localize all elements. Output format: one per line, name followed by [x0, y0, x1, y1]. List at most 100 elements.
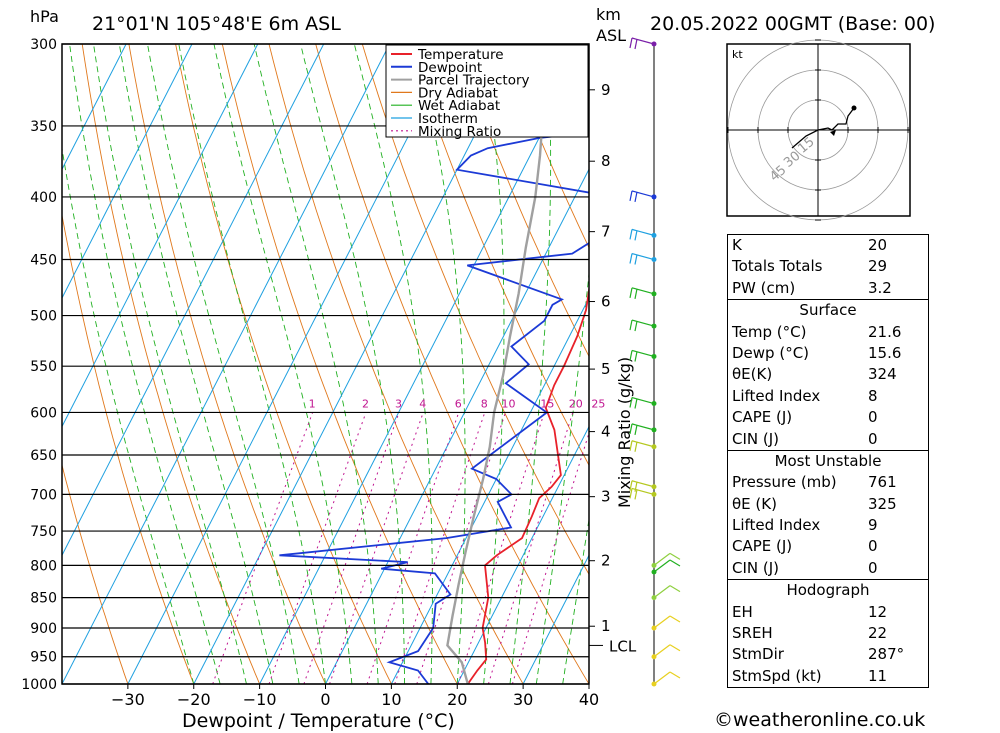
wind-barb	[653, 671, 681, 685]
hodograph-value: 22	[868, 624, 888, 643]
asl-unit-label: ASL	[596, 26, 626, 45]
lcl-label: LCL	[609, 637, 637, 655]
mixing-ratio-line	[268, 412, 367, 684]
isotherm-line	[127, 44, 456, 684]
hodograph-unit-label: kt	[732, 48, 743, 61]
isotherm-line	[62, 44, 325, 557]
index-label: Totals Totals	[732, 257, 823, 276]
legend-entry: Dry Adiabat	[418, 85, 498, 101]
wet-adiabat-line	[535, 268, 589, 684]
sounding-series	[279, 44, 589, 684]
wind-barb	[629, 480, 655, 492]
surface-label: Dewp (°C)	[732, 343, 810, 362]
km-tick-label: 7	[601, 223, 611, 241]
wet-adiabat-line	[62, 145, 195, 684]
surface-value: 15.6	[868, 343, 902, 362]
wind-profile	[629, 37, 681, 687]
most-unstable-label: CAPE (J)	[732, 537, 793, 556]
mixing-ratio-line	[212, 412, 314, 684]
temperature-line	[467, 284, 589, 684]
hodograph-label: EH	[732, 602, 753, 621]
index-value: 3.2	[868, 278, 892, 297]
dry-adiabat-line	[923, 44, 1000, 684]
wind-barb	[629, 37, 655, 50]
plot-frame	[61, 43, 590, 685]
isotherm-line	[456, 425, 589, 684]
most-unstable-row: CIN (J) 0	[728, 558, 928, 579]
mixing-ratio-label: 3	[395, 398, 402, 411]
legend-entry: Mixing Ratio	[418, 124, 501, 140]
dry-adiabat-line	[315, 44, 589, 684]
most-unstable-row: θE (K) 325	[728, 494, 928, 515]
pressure-tick-label: 600	[30, 405, 57, 421]
hodograph-value: 12	[868, 602, 888, 621]
dry-adiabat-line	[175, 44, 392, 684]
hodograph-trace	[791, 107, 855, 149]
wind-barb	[629, 252, 655, 265]
mixing-ratio-label: 20	[569, 398, 583, 411]
index-label: K	[732, 236, 742, 254]
storm-motion-marker	[830, 130, 836, 136]
hodograph-table-title: Hodograph	[786, 581, 870, 600]
credit-footer[interactable]: ©weatheronline.co.uk	[714, 709, 926, 731]
most-unstable-row: Lifted Index 9	[728, 515, 928, 536]
wind-barb	[629, 487, 655, 500]
legend-box	[385, 44, 589, 138]
km-unit-label: km	[596, 5, 621, 24]
isotherm-line	[522, 554, 589, 684]
surface-row: CIN (J) 0	[728, 429, 928, 450]
hodograph-label: StmDir	[732, 645, 784, 664]
surface-value: 8	[868, 386, 878, 405]
hodograph-row: SREH 22	[728, 623, 928, 644]
legend-entry: Wet Adiabat	[418, 98, 500, 114]
hodograph-value: 11	[868, 666, 888, 685]
x-tick-label: −20	[177, 690, 211, 709]
hodograph-row: StmDir 287°	[728, 644, 928, 665]
km-tick-label: 2	[601, 552, 611, 570]
km-tick-label: 9	[601, 81, 611, 99]
hodograph-row: EH 12	[728, 602, 928, 623]
wet-adiabat-line	[69, 44, 221, 684]
wind-barb	[629, 396, 655, 409]
dry-adiabat-line	[969, 44, 1000, 684]
isotherm-line	[62, 44, 259, 428]
wind-barb	[653, 559, 681, 573]
index-label: PW (cm)	[732, 278, 796, 297]
surface-value: 324	[868, 365, 897, 384]
wind-barb	[653, 615, 681, 629]
dry-adiabat-line	[501, 44, 589, 249]
surface-label: θE(K)	[732, 365, 773, 384]
isotherm-line	[193, 44, 522, 684]
surface-title: Surface	[799, 301, 857, 320]
isotherm-line	[62, 44, 391, 684]
isotherm-line	[325, 168, 589, 684]
surface-label: CAPE (J)	[732, 408, 793, 427]
wind-barb	[629, 228, 655, 241]
axes: 1 2 3 4 6 8 10 15 20 2530035040045050055060065070…	[21, 37, 636, 709]
legend-entry: Dewpoint	[418, 60, 482, 76]
dry-adiabat-line	[455, 44, 589, 358]
most-unstable-row: Pressure (mb) 761	[728, 472, 928, 493]
surface-row: Temp (°C) 21.6	[728, 322, 928, 343]
index-row: PW (cm) 3.2	[728, 278, 928, 299]
isotherm-line	[259, 44, 588, 684]
km-tick-label: 4	[601, 423, 611, 441]
pressure-tick-label: 550	[30, 359, 57, 375]
wind-barb	[629, 319, 655, 332]
hodograph-label: StmSpd (kt)	[732, 666, 822, 685]
mixing-ratio-line	[303, 412, 400, 684]
wind-barb	[629, 349, 655, 362]
km-tick-label: 8	[601, 152, 611, 170]
most-unstable-row: CAPE (J) 0	[728, 536, 928, 557]
pressure-tick-label: 450	[30, 253, 57, 269]
isotherm-line	[390, 296, 589, 684]
x-tick-label: 10	[381, 690, 401, 709]
wind-barb	[629, 423, 655, 436]
most-unstable-label: Lifted Index	[732, 516, 821, 535]
pressure-tick-label: 850	[30, 591, 57, 607]
wind-barb	[629, 287, 655, 299]
surface-label: Lifted Index	[732, 386, 821, 405]
mixing-ratio-label: 1	[309, 398, 316, 411]
